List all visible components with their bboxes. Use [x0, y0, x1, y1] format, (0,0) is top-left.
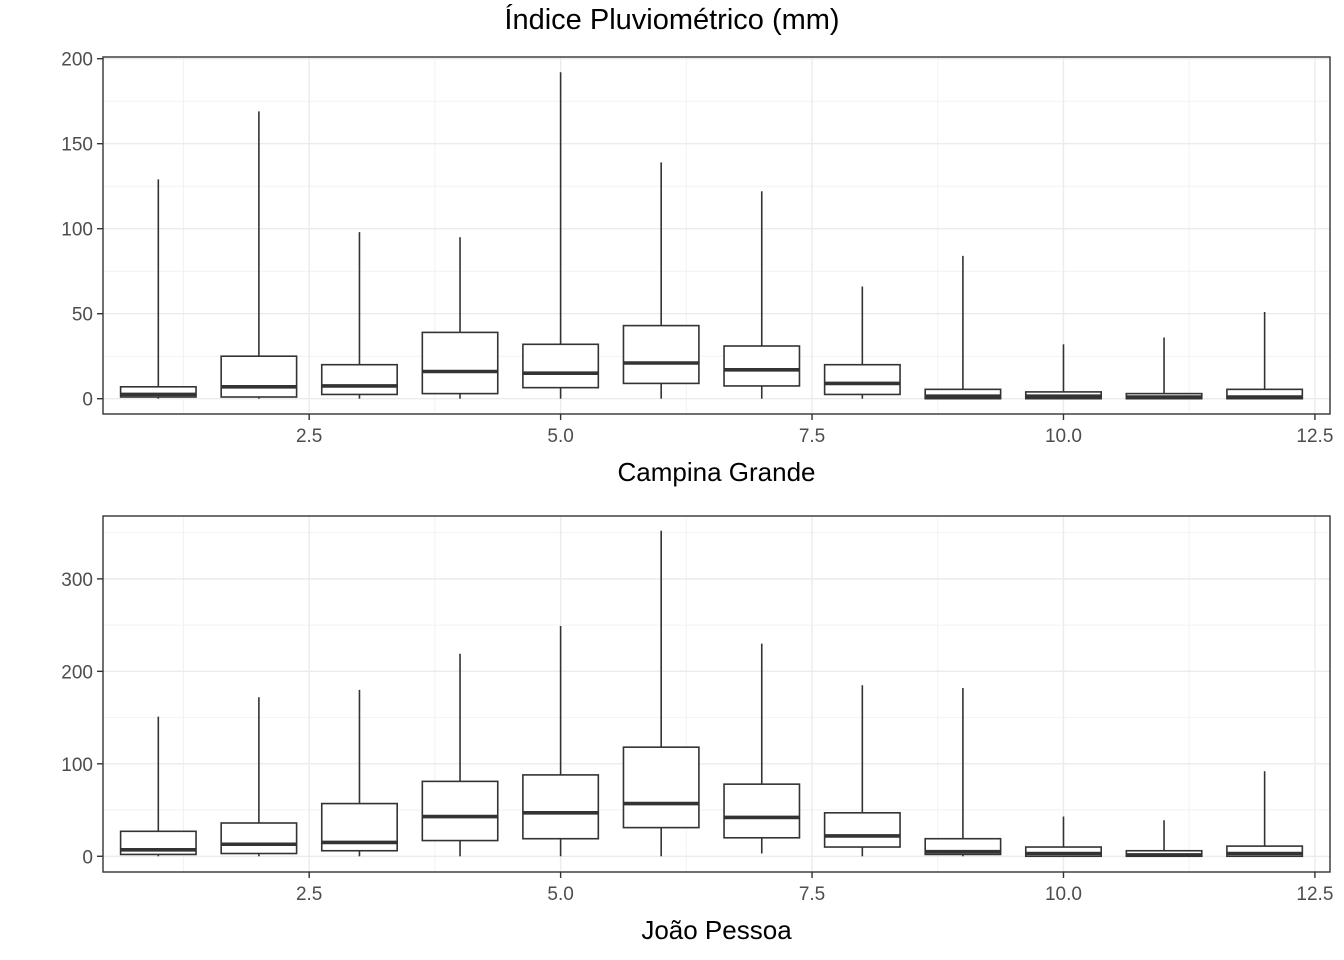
x-tick-label: 7.5 [799, 426, 825, 447]
box-month-3 [320, 689, 398, 857]
y-tick-label: 100 [61, 220, 93, 241]
box-month-6 [622, 162, 700, 399]
box-month-3 [320, 232, 398, 399]
box-month-10 [1024, 816, 1102, 858]
box-iqr [823, 363, 901, 396]
box-month-8 [823, 685, 901, 857]
box-month-4 [421, 237, 499, 399]
chart-title: Índice Pluviométrico (mm) [504, 4, 840, 36]
box-month-4 [421, 653, 499, 857]
box-month-9 [924, 687, 1002, 857]
box-iqr [622, 746, 700, 829]
box-month-1 [119, 179, 197, 399]
panel-background [103, 57, 1330, 414]
x-axis-title: Campina Grande [618, 457, 816, 487]
y-tick-label: 50 [72, 305, 93, 326]
box-month-10 [1024, 344, 1102, 400]
box-month-12 [1226, 312, 1304, 400]
box-iqr [119, 385, 197, 398]
box-month-2 [220, 111, 298, 399]
y-tick-label: 0 [82, 390, 93, 411]
box-iqr [924, 388, 1002, 400]
box-iqr [723, 345, 801, 387]
x-tick-label: 12.5 [1296, 426, 1333, 447]
x-axis-title: João Pessoa [641, 915, 792, 945]
box-month-7 [723, 191, 801, 399]
box-iqr [622, 324, 700, 385]
box-iqr [220, 355, 298, 398]
box-month-11 [1125, 337, 1203, 400]
y-tick-label: 100 [61, 755, 93, 776]
panel-border [102, 515, 1331, 873]
box-month-7 [723, 643, 801, 854]
box-iqr [1024, 846, 1102, 858]
box-month-2 [220, 697, 298, 857]
box-month-1 [119, 716, 197, 857]
x-tick-label: 5.0 [547, 884, 573, 905]
box-month-11 [1125, 820, 1203, 858]
box-iqr [522, 774, 600, 840]
x-tick-label: 7.5 [799, 884, 825, 905]
y-tick-label: 0 [82, 847, 93, 868]
x-tick-label: 10.0 [1045, 426, 1082, 447]
x-tick-label: 10.0 [1045, 884, 1082, 905]
y-tick-label: 200 [61, 662, 93, 683]
panel-border [102, 56, 1331, 415]
box-month-5 [522, 72, 600, 399]
box-iqr [823, 812, 901, 848]
box-iqr [220, 822, 298, 855]
box-iqr [421, 331, 499, 395]
panel-background [103, 516, 1330, 872]
x-tick-label: 2.5 [296, 884, 322, 905]
box-month-6 [622, 530, 700, 857]
box-month-12 [1226, 771, 1304, 858]
x-tick-label: 12.5 [1296, 884, 1333, 905]
box-iqr [421, 780, 499, 842]
box-iqr [320, 363, 398, 396]
box-month-5 [522, 626, 600, 857]
box-month-8 [823, 286, 901, 399]
box-iqr [723, 783, 801, 839]
y-tick-label: 200 [61, 50, 93, 71]
panel-campina-grande: 2.5 5.0 7.5 10.0 12.5 0 50 100 150 200 Campina Gra… [61, 50, 1333, 487]
panel-joao-pessoa: 2.5 5.0 7.5 10.0 12.5 0 100 200 300 João Pessoa [61, 515, 1333, 945]
box-iqr [1226, 845, 1304, 858]
x-tick-label: 5.0 [547, 426, 573, 447]
x-tick-label: 2.5 [296, 426, 322, 447]
box-month-9 [924, 255, 1002, 400]
y-tick-label: 150 [61, 135, 93, 156]
y-tick-label: 300 [61, 570, 93, 591]
box-iqr [522, 343, 600, 389]
